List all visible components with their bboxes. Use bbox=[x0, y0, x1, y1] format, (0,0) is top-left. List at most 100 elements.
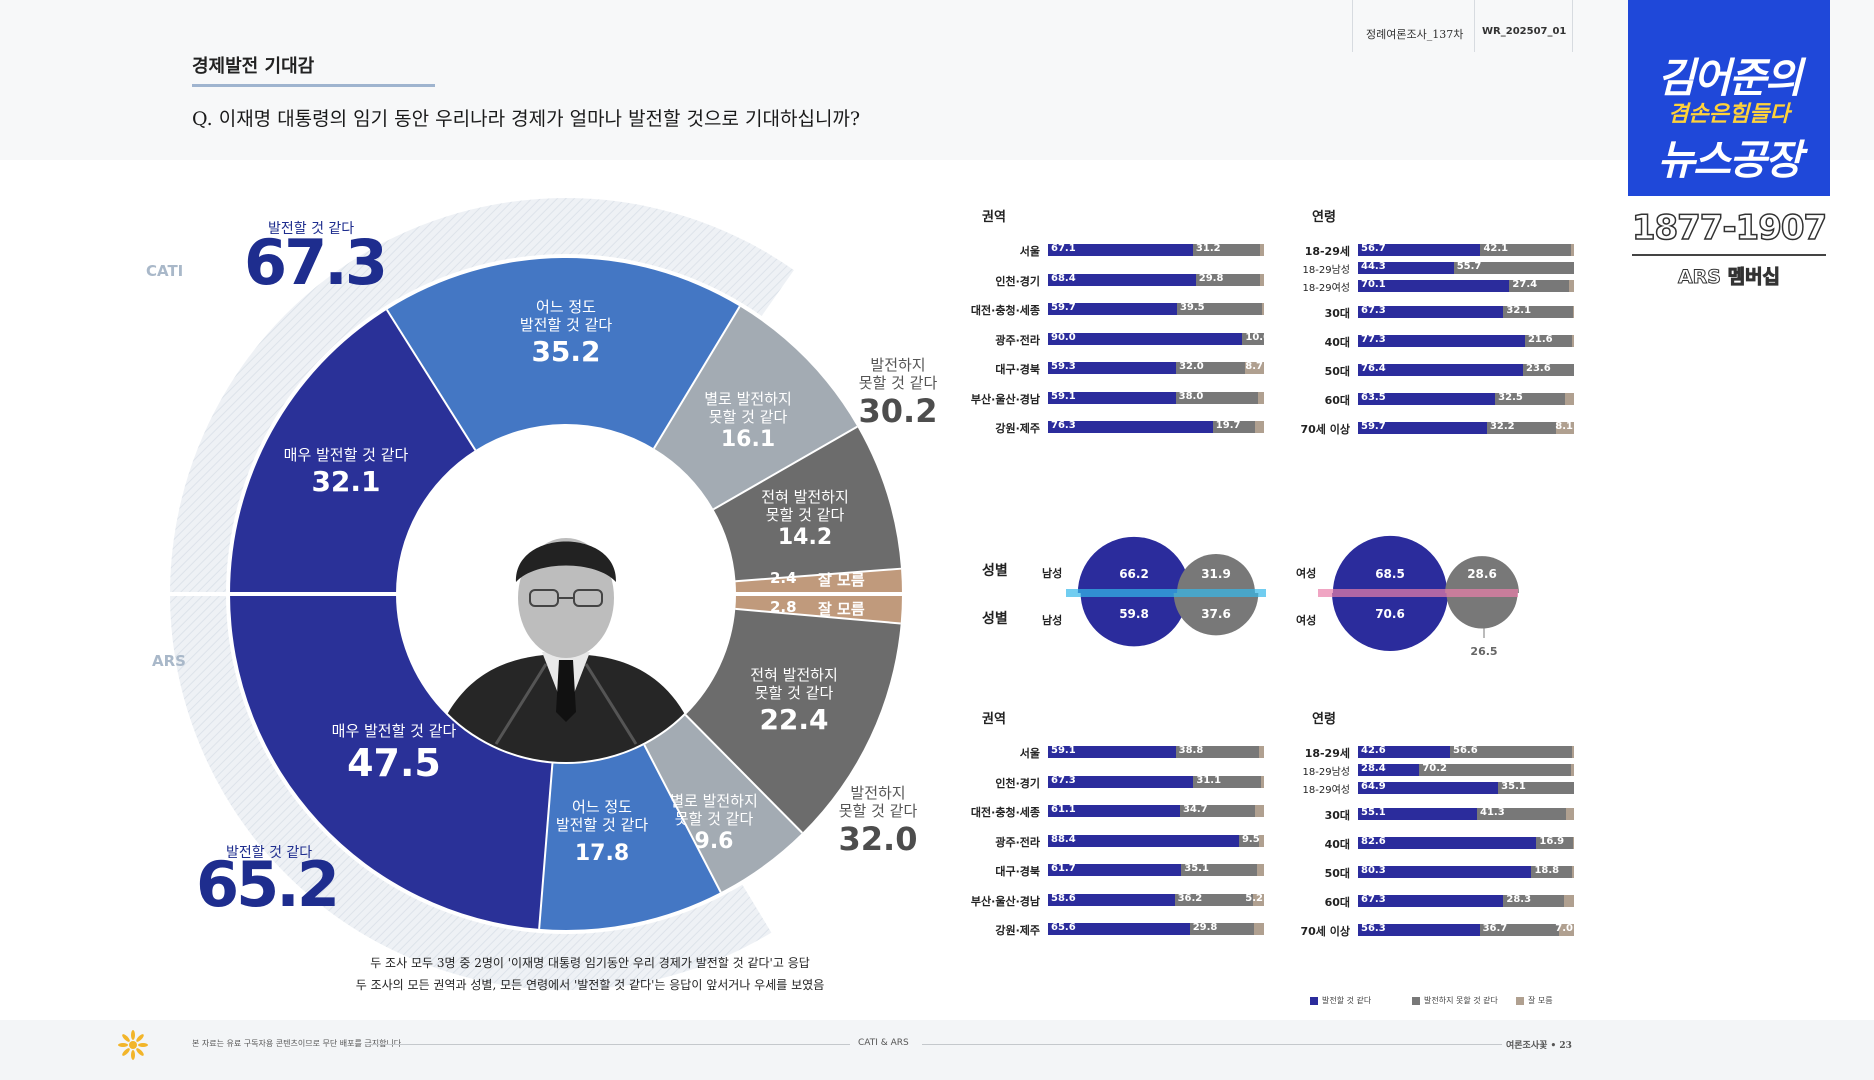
stacked-bar: 82.6 16.9 bbox=[1358, 836, 1574, 849]
label-line: 매우 발전할 것 같다 bbox=[283, 446, 409, 464]
bar-segment-good: 44.3 bbox=[1358, 261, 1454, 274]
bar-value-label: 56.7 bbox=[1361, 243, 1386, 254]
stacked-bar: 42.6 56.6 bbox=[1358, 745, 1574, 758]
bar-value-label: 29.8 bbox=[1192, 922, 1218, 933]
bar-value-label: 61.7 bbox=[1051, 863, 1076, 874]
bar-category-label: 18-29남성 bbox=[1302, 265, 1350, 276]
bar-segment-bad: 38.0 bbox=[1175, 391, 1258, 404]
bar-value-label: 42.1 bbox=[1483, 243, 1509, 254]
top-band bbox=[0, 0, 1874, 160]
bar-segment-dk bbox=[1571, 335, 1574, 347]
bar-value-label: 59.1 bbox=[1051, 390, 1076, 402]
ars-gender-bubbles bbox=[1080, 593, 1518, 651]
bar-value-label: 28.3 bbox=[1506, 894, 1532, 905]
stacked-bar: 68.4 29.8 bbox=[1048, 273, 1264, 286]
header-divider bbox=[1474, 0, 1475, 52]
cati-negative-total: 발전하지 못할 것 같다 30.2 bbox=[859, 356, 938, 430]
label-line: 못할 것 같다 bbox=[674, 810, 754, 828]
bar-value-label: 38.8 bbox=[1178, 745, 1204, 756]
report-number: 정례여론조사_137차 bbox=[1366, 28, 1464, 41]
ars-region-title: 권역 bbox=[982, 712, 1006, 727]
bar-segment-good: 68.4 bbox=[1048, 273, 1196, 286]
cati-not-at-all-label: 전혀 발전하지 못할 것 같다 14.2 bbox=[761, 488, 849, 552]
bar-segment-dk bbox=[1572, 837, 1574, 849]
bar-value-label: 64.9 bbox=[1361, 781, 1386, 792]
bar-segment-bad: 36.7 bbox=[1479, 923, 1559, 936]
bar-segment-dk bbox=[1257, 391, 1264, 404]
bar-segment-good: 64.9 bbox=[1358, 781, 1499, 794]
bar-segment-bad: 31.2 bbox=[1192, 243, 1261, 256]
bar-segment-good: 65.6 bbox=[1048, 922, 1190, 935]
male-axis bbox=[1066, 589, 1266, 597]
bar-value-label: 67.1 bbox=[1051, 243, 1076, 254]
ars-not-much-value: 9.6 bbox=[694, 829, 734, 854]
bar-value-label: 23.6 bbox=[1526, 363, 1551, 374]
bar-segment-bad: 28.3 bbox=[1503, 894, 1565, 907]
bar-value-label: 19.7 bbox=[1215, 420, 1241, 431]
cati-female-good-bubble bbox=[1332, 535, 1448, 593]
bar-category-label: 18-29세 bbox=[1304, 747, 1350, 760]
footer-page: 여론조사꽃 • 23 bbox=[1506, 1041, 1572, 1051]
bar-segment-dk bbox=[1254, 805, 1264, 817]
bar-segment-dk bbox=[1564, 895, 1574, 907]
cati-total-label: 발전할 것 같다 bbox=[268, 221, 355, 237]
cati-female-bad-bubble bbox=[1445, 556, 1519, 593]
stacked-bar: 77.3 21.6 bbox=[1358, 334, 1574, 347]
ars-not-at-all-label: 전혀 발전하지 못할 것 같다 22.4 bbox=[750, 666, 838, 738]
bar-segment-good: 90.0 bbox=[1048, 332, 1243, 345]
ars-total-value: 65.2 bbox=[196, 848, 340, 921]
label-line: 발전할 것 같다 bbox=[555, 816, 649, 834]
bar-value-label: 76.4 bbox=[1361, 363, 1386, 374]
summary-note-2: 두 조사의 모든 권역과 성별, 모든 연령에서 '발전할 것 같다'는 응답이… bbox=[355, 978, 825, 992]
bar-category-label: 광주·전라 bbox=[995, 835, 1040, 849]
cati-somewhat-good-label: 어느 정도 발전할 것 같다 35.2 bbox=[520, 298, 612, 370]
logo-line3: 뉴스공장 bbox=[1657, 136, 1803, 184]
stacked-bar: 59.1 38.8 bbox=[1048, 745, 1264, 758]
title-underline bbox=[192, 84, 435, 87]
bar-segment-good: 61.1 bbox=[1048, 804, 1180, 817]
ars-female-bad-value: 26.5 bbox=[1470, 645, 1497, 658]
ars-age-title: 연령 bbox=[1312, 712, 1336, 727]
legend-swatch bbox=[1310, 996, 1318, 1005]
stacked-bar: 88.4 9.5 bbox=[1048, 833, 1264, 847]
bar-segment-good: 61.7 bbox=[1048, 863, 1182, 876]
bar-value-label: 32.2 bbox=[1489, 421, 1515, 432]
ars-negative-total: 발전하지 못할 것 같다 32.0 bbox=[839, 784, 918, 858]
ars-slice bbox=[539, 744, 721, 930]
bar-segment-bad: 9.5 bbox=[1238, 834, 1260, 847]
bar-value-label: 76.3 bbox=[1051, 420, 1076, 431]
bar-segment-bad: 23.6 bbox=[1523, 363, 1574, 376]
bar-value-label: 42.6 bbox=[1361, 745, 1386, 756]
stacked-bar: 56.7 42.1 bbox=[1358, 243, 1574, 256]
label-line: 못할 것 같다 bbox=[765, 506, 845, 524]
bar-segment-good: 67.3 bbox=[1048, 775, 1194, 788]
slice-separator bbox=[735, 607, 901, 625]
stacked-bar: 56.3 36.7 7.0 bbox=[1358, 923, 1574, 936]
summary-note-1: 두 조사 모두 3명 중 2명이 '이재명 대통령 임기동안 우리 경제가 발전… bbox=[370, 956, 810, 970]
bar-segment-dk bbox=[1255, 421, 1264, 433]
stacked-bar: 76.4 23.6 bbox=[1358, 363, 1574, 376]
bar-segment-bad: 21.6 bbox=[1524, 334, 1572, 347]
bar-value-label: 88.4 bbox=[1051, 833, 1076, 845]
bar-category-label: 광주·전라 bbox=[995, 333, 1040, 347]
ars-female-good-value: 70.6 bbox=[1375, 607, 1405, 621]
bar-segment-bad: 35.1 bbox=[1498, 781, 1574, 794]
bar-segment-bad: 19.7 bbox=[1212, 420, 1256, 433]
bar-segment-dk bbox=[1260, 244, 1264, 256]
bar-category-label: 부산·울산·경남 bbox=[970, 894, 1040, 908]
label-line: 어느 정도 bbox=[572, 798, 632, 816]
ars-female-good-bubble bbox=[1332, 593, 1448, 651]
bar-value-label: 59.3 bbox=[1051, 361, 1076, 372]
cati-not-much-value: 16.1 bbox=[720, 427, 776, 452]
ars-male-good-bubble bbox=[1080, 593, 1188, 647]
ars-somewhat-good-label: 어느 정도 발전할 것 같다 17.8 bbox=[556, 798, 648, 874]
bar-category-label: 부산·울산·경남 bbox=[970, 392, 1040, 406]
bar-value-label: 27.4 bbox=[1512, 279, 1538, 290]
bar-value-label: 59.1 bbox=[1051, 745, 1076, 756]
bar-category-label: 인천·경기 bbox=[995, 274, 1040, 288]
logo-line1: 김어준의 bbox=[1657, 54, 1803, 102]
bar-value-label: 55.1 bbox=[1361, 807, 1386, 818]
stacked-bar: 28.4 70.2 bbox=[1358, 763, 1574, 776]
stacked-bar: 76.3 19.7 bbox=[1048, 420, 1264, 433]
